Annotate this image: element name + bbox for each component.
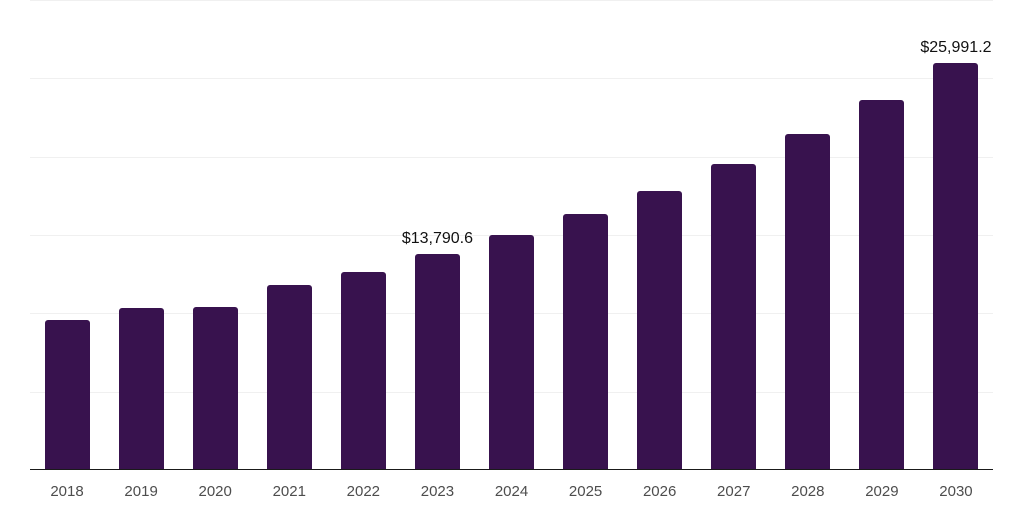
data-label-2030: $25,991.2 bbox=[920, 38, 992, 56]
x-tick-2022: 2022 bbox=[346, 483, 381, 500]
bar-2021 bbox=[266, 285, 312, 470]
gridline bbox=[30, 156, 993, 158]
x-axis-line bbox=[30, 468, 993, 470]
x-tick-2025: 2025 bbox=[568, 483, 603, 500]
x-tick-2023: 2023 bbox=[420, 483, 455, 500]
x-tick-2019: 2019 bbox=[124, 483, 158, 500]
x-tick-2028: 2028 bbox=[791, 483, 825, 500]
x-tick-2027: 2027 bbox=[717, 483, 751, 500]
x-tick-2030: 2030 bbox=[939, 483, 973, 500]
x-tick-2018: 2018 bbox=[50, 483, 84, 500]
x-tick-2024: 2024 bbox=[494, 483, 529, 500]
gridline bbox=[30, 0, 993, 1]
x-tick-2020: 2020 bbox=[198, 483, 232, 500]
bar-2024 bbox=[489, 235, 534, 470]
x-tick-2026: 2026 bbox=[642, 483, 677, 500]
bar-2019 bbox=[118, 308, 164, 470]
x-axis-labels: 2018 2019 2020 2021 2022 2023 2024 2025 2026 2027… bbox=[30, 483, 993, 500]
data-label-2023: $13,790.6 bbox=[401, 229, 474, 247]
bar-2020 bbox=[192, 306, 238, 470]
bar-2025 bbox=[563, 214, 609, 470]
bar-2029 bbox=[859, 100, 905, 470]
gridline bbox=[30, 78, 993, 80]
bar-2022 bbox=[340, 271, 386, 470]
bar-2023 bbox=[414, 253, 460, 470]
x-tick-2029: 2029 bbox=[865, 483, 899, 500]
bar-2018 bbox=[44, 319, 90, 470]
bar-2030 bbox=[933, 62, 979, 470]
bar-2026 bbox=[637, 190, 683, 470]
bar-2028 bbox=[785, 133, 831, 470]
bar-2027 bbox=[711, 163, 757, 470]
x-tick-2021: 2021 bbox=[272, 483, 306, 500]
plot-area: $13,790.6 $25,991.2 bbox=[30, 0, 993, 470]
